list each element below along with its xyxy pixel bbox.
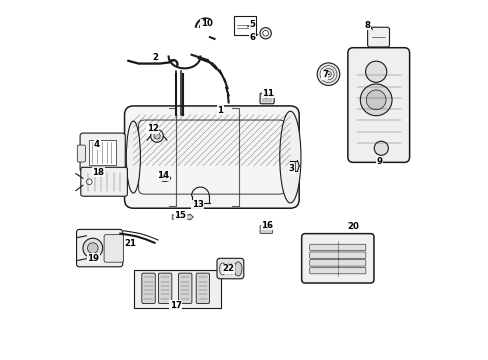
Text: 3: 3 [288,164,294,173]
Text: 6: 6 [249,33,255,42]
FancyArrow shape [172,214,193,220]
FancyBboxPatch shape [233,15,255,35]
Text: 19: 19 [87,254,99,263]
Text: 12: 12 [146,124,159,133]
Ellipse shape [126,121,140,193]
Text: 14: 14 [157,171,169,180]
Circle shape [365,61,386,82]
Text: 15: 15 [174,211,186,220]
Ellipse shape [279,111,300,203]
Text: 17: 17 [169,301,182,310]
Text: 22: 22 [222,264,234,273]
Ellipse shape [219,263,225,275]
FancyBboxPatch shape [142,273,155,303]
FancyBboxPatch shape [347,48,409,162]
Text: 20: 20 [346,222,358,231]
FancyBboxPatch shape [77,229,122,267]
FancyBboxPatch shape [367,27,389,47]
Circle shape [373,141,387,155]
FancyBboxPatch shape [133,270,221,308]
Text: 2: 2 [152,53,158,62]
FancyBboxPatch shape [301,234,373,283]
Ellipse shape [234,262,242,276]
Text: 4: 4 [94,140,100,149]
FancyBboxPatch shape [77,145,85,162]
Circle shape [154,133,160,139]
Text: 11: 11 [262,89,274,98]
FancyBboxPatch shape [88,140,116,165]
Text: 7: 7 [321,70,327,79]
Text: 16: 16 [261,221,273,230]
Circle shape [366,90,385,110]
FancyBboxPatch shape [178,273,192,303]
FancyBboxPatch shape [196,273,209,303]
FancyBboxPatch shape [309,252,365,258]
FancyBboxPatch shape [104,235,123,262]
Circle shape [260,28,271,39]
FancyBboxPatch shape [80,133,125,172]
Circle shape [87,243,98,253]
FancyBboxPatch shape [124,106,299,208]
FancyBboxPatch shape [309,244,365,251]
Text: 1: 1 [217,105,223,114]
FancyBboxPatch shape [260,93,274,104]
Text: 18: 18 [92,168,104,177]
FancyBboxPatch shape [309,260,365,266]
Circle shape [317,63,339,85]
Text: 8: 8 [364,21,369,30]
Text: 10: 10 [201,19,212,28]
FancyBboxPatch shape [309,267,365,274]
Circle shape [83,238,102,258]
FancyBboxPatch shape [260,225,272,234]
Text: 5: 5 [249,19,255,28]
Text: 13: 13 [191,200,203,209]
Circle shape [86,179,92,185]
FancyBboxPatch shape [81,167,127,196]
Circle shape [360,84,391,116]
FancyBboxPatch shape [217,258,244,279]
FancyBboxPatch shape [158,273,171,303]
Ellipse shape [162,176,168,180]
Circle shape [263,30,268,36]
Text: 9: 9 [375,157,382,166]
Ellipse shape [160,175,170,181]
Text: 21: 21 [124,239,136,248]
